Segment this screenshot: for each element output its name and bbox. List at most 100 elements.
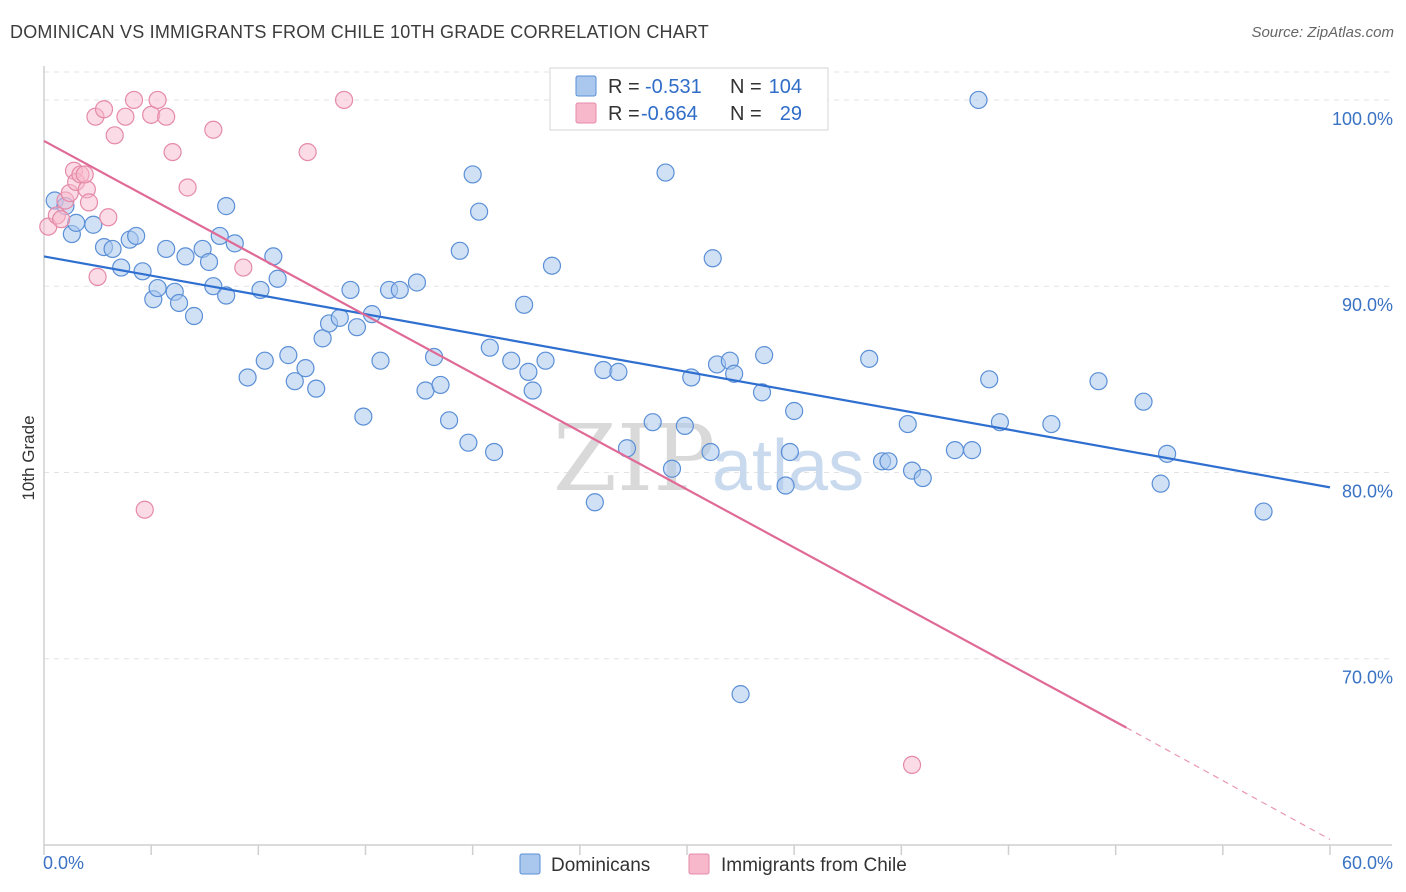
y-tick-label: 70.0% bbox=[1342, 668, 1393, 688]
dominicans-point bbox=[502, 351, 521, 370]
dominicans-point bbox=[285, 372, 304, 391]
legend-n-label-2: N = bbox=[730, 103, 762, 125]
dominicans-point bbox=[480, 338, 499, 357]
dominicans-point bbox=[542, 256, 562, 275]
x-tick-label-max: 60.0% bbox=[1342, 853, 1393, 873]
stats-legend: R = -0.531 N = 104 R = -0.664 N = 29 bbox=[549, 67, 829, 131]
dominicans-point bbox=[431, 375, 450, 395]
x-axis-ticks bbox=[43, 845, 1331, 855]
dominicans-point bbox=[469, 202, 489, 221]
legend-n-value-2: 29 bbox=[780, 103, 802, 125]
dominicans-point bbox=[752, 383, 772, 402]
dominicans-point bbox=[860, 349, 879, 368]
series-legend-label-chile: Immigrants from Chile bbox=[721, 855, 907, 876]
y-tick-label: 80.0% bbox=[1342, 481, 1393, 501]
chile-trend-line bbox=[43, 139, 1127, 729]
legend-r-label-2: R = bbox=[608, 103, 640, 125]
dominicans-point bbox=[725, 364, 744, 383]
dominicans-point bbox=[1042, 414, 1061, 434]
dominicans-point bbox=[485, 442, 504, 462]
source-label: Source: ZipAtlas.com bbox=[1251, 24, 1394, 41]
chile-point bbox=[135, 500, 154, 519]
series-legend-swatch-dominicans bbox=[519, 853, 541, 875]
dominicans-point bbox=[184, 306, 204, 326]
dominicans-point bbox=[67, 213, 86, 232]
y-tick-label: 100.0% bbox=[1332, 109, 1393, 129]
dominicans-point bbox=[656, 163, 675, 182]
chile-point bbox=[52, 210, 71, 229]
axes bbox=[43, 66, 1392, 846]
dominicans-point bbox=[407, 273, 427, 292]
legend-r-label-1: R = bbox=[608, 76, 640, 98]
series-legend: Dominicans Immigrants from Chile bbox=[519, 853, 907, 876]
dominicans-point bbox=[439, 411, 459, 430]
y-axis-tick-labels: 100.0% 90.0% 80.0% 70.0% bbox=[1332, 109, 1393, 688]
chile-point bbox=[204, 120, 223, 139]
dominicans-point bbox=[199, 252, 219, 272]
legend-n-value-1: 104 bbox=[769, 76, 802, 98]
chile-point bbox=[298, 142, 317, 162]
legend-swatch-dominicans bbox=[575, 75, 597, 97]
dominicans-point bbox=[1089, 372, 1108, 391]
dominicans-point bbox=[675, 416, 694, 436]
y-axis-label: 10th Grade bbox=[19, 415, 38, 500]
dominicans-point bbox=[945, 441, 965, 460]
chile-point bbox=[75, 165, 94, 184]
dominicans-point bbox=[127, 226, 146, 246]
y-tick-label: 90.0% bbox=[1342, 295, 1393, 315]
chart-title: DOMINICAN VS IMMIGRANTS FROM CHILE 10TH … bbox=[10, 22, 709, 42]
legend-r-value-1: -0.531 bbox=[645, 76, 702, 98]
dominicans-point bbox=[238, 368, 257, 387]
dominicans-point bbox=[594, 360, 613, 380]
dominicans-point bbox=[390, 280, 409, 300]
chile-trend-extension bbox=[1126, 727, 1331, 840]
dominicans-point bbox=[103, 239, 122, 259]
dominicans-point bbox=[913, 468, 932, 488]
chile-point bbox=[234, 258, 253, 277]
dominicans-point bbox=[341, 280, 360, 300]
dominicans-point bbox=[217, 286, 236, 305]
dominicans-point bbox=[879, 452, 898, 471]
dominicans-point bbox=[133, 262, 152, 281]
dominicans-point bbox=[268, 269, 287, 288]
chile-point bbox=[124, 90, 144, 110]
dominicans-points bbox=[45, 90, 1273, 704]
dominicans-point bbox=[459, 433, 478, 452]
dominicans-trend-line bbox=[43, 255, 1331, 489]
chile-point bbox=[99, 208, 118, 227]
legend-swatch-chile bbox=[575, 102, 597, 124]
dominicans-point bbox=[330, 308, 349, 327]
dominicans-point bbox=[307, 379, 326, 398]
dominicans-point bbox=[969, 90, 988, 110]
dominicans-point bbox=[643, 413, 662, 432]
dominicans-point bbox=[217, 197, 236, 216]
dominicans-point bbox=[347, 318, 367, 337]
chile-point bbox=[88, 267, 107, 286]
series-legend-label-dominicans: Dominicans bbox=[551, 855, 650, 876]
dominicans-point bbox=[1134, 392, 1153, 411]
dominicans-point bbox=[424, 347, 444, 367]
legend-r-value-2: -0.664 bbox=[641, 103, 698, 125]
dominicans-point bbox=[701, 442, 720, 462]
dominicans-point bbox=[731, 685, 750, 704]
watermark: ZIP atlas bbox=[553, 405, 864, 512]
dominicans-point bbox=[463, 165, 482, 184]
chile-point bbox=[178, 178, 197, 197]
dominicans-point bbox=[148, 278, 167, 298]
dominicans-point bbox=[898, 414, 917, 434]
dominicans-point bbox=[112, 258, 131, 277]
x-tick-label-min: 0.0% bbox=[43, 853, 84, 873]
chile-point bbox=[94, 100, 114, 119]
dominicans-point bbox=[157, 239, 176, 259]
dominicans-point bbox=[84, 215, 103, 234]
dominicans-point bbox=[1254, 502, 1273, 521]
dominicans-point bbox=[354, 407, 373, 426]
dominicans-point bbox=[523, 381, 542, 400]
dominicans-point bbox=[296, 359, 315, 378]
dominicans-point bbox=[536, 351, 555, 370]
dominicans-point bbox=[279, 346, 298, 365]
trend-lines bbox=[43, 139, 1331, 840]
dominicans-point bbox=[515, 295, 534, 314]
dominicans-point bbox=[450, 241, 469, 260]
